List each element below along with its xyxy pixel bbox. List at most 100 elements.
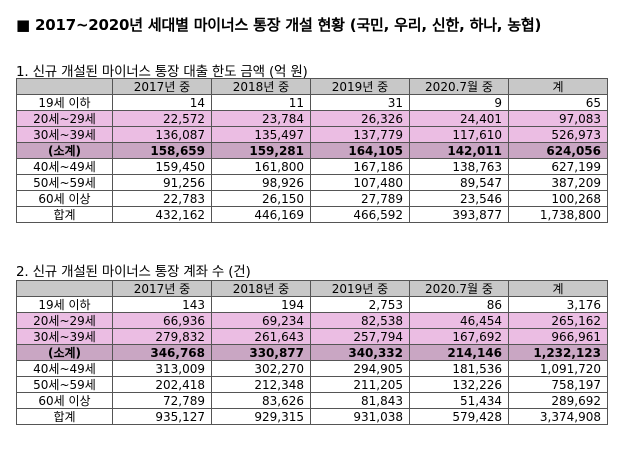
table-cell: 26,150 [211, 190, 311, 207]
table-cell: 340,332 [310, 344, 410, 361]
table-row: 40세~49세 313,009 302,270 294,905 181,536 1,091… [16, 360, 608, 377]
table-cell: 758,197 [508, 376, 608, 393]
table-header-row: 2017년 중 2018년 중 2019년 중 2020.7월 중 계 [16, 280, 608, 297]
table-cell: 22,783 [112, 190, 212, 207]
table-cell: 1,232,123 [508, 344, 608, 361]
row-label: 40세~49세 [16, 360, 113, 377]
table-row: 50세~59세 202,418 212,348 211,205 132,226 758,1… [16, 376, 608, 393]
table-cell: 330,877 [211, 344, 311, 361]
table-cell: 89,547 [409, 174, 509, 191]
column-header-2018: 2018년 중 [211, 78, 311, 95]
table-cell: 935,127 [112, 408, 212, 425]
table-cell: 91,256 [112, 174, 212, 191]
table-row: (소계) 346,768 330,877 340,332 214,146 1,232,12… [16, 344, 608, 361]
column-header-2019: 2019년 중 [310, 280, 410, 297]
table-cell: 158,659 [112, 142, 212, 159]
table-cell: 257,794 [310, 328, 410, 345]
table-cell: 100,268 [508, 190, 608, 207]
document-title: ■ 2017~2020년 세대별 마이너스 통장 개설 현황 (국민, 우리, … [16, 16, 542, 34]
row-label: 40세~49세 [16, 158, 113, 175]
table-row: 19세 이하 14 11 31 9 65 [16, 94, 608, 111]
table-cell: 181,536 [409, 360, 509, 377]
table-cell: 966,961 [508, 328, 608, 345]
row-label: 50세~59세 [16, 174, 113, 191]
table-row: 20세~29세 66,936 69,234 82,538 46,454 265,162 [16, 312, 608, 329]
row-label: 30세~39세 [16, 328, 113, 345]
table-cell: 211,205 [310, 376, 410, 393]
row-label: (소계) [16, 344, 113, 361]
column-header-total: 계 [508, 78, 608, 95]
table-cell: 202,418 [112, 376, 212, 393]
table-cell: 929,315 [211, 408, 311, 425]
table-cell: 22,572 [112, 110, 212, 127]
table-cell: 214,146 [409, 344, 509, 361]
table-cell: 159,281 [211, 142, 311, 159]
section-2-heading: 2. 신규 개설된 마이너스 통장 계좌 수 (건) [16, 264, 251, 280]
table-cell: 1,738,800 [508, 206, 608, 223]
table-cell: 31 [310, 94, 410, 111]
table-body: 19세 이하 143 194 2,753 86 3,176 20세~29세 66,936 69,… [16, 296, 608, 425]
table-cell: 117,610 [409, 126, 509, 143]
table-row: 20세~29세 22,572 23,784 26,326 24,401 97,083 [16, 110, 608, 127]
table-cell: 261,643 [211, 328, 311, 345]
table-cell: 159,450 [112, 158, 212, 175]
column-header-2019: 2019년 중 [310, 78, 410, 95]
table-cell: 279,832 [112, 328, 212, 345]
table-cell: 167,692 [409, 328, 509, 345]
table-cell: 289,692 [508, 392, 608, 409]
row-label: (소계) [16, 142, 113, 159]
table-cell: 432,162 [112, 206, 212, 223]
table-cell: 265,162 [508, 312, 608, 329]
table-cell: 66,936 [112, 312, 212, 329]
table-row: 19세 이하 143 194 2,753 86 3,176 [16, 296, 608, 313]
section-1-heading: 1. 신규 개설된 마이너스 통장 대출 한도 금액 (억 원) [16, 64, 308, 80]
table-cell: 46,454 [409, 312, 509, 329]
table-cell: 65 [508, 94, 608, 111]
table-cell: 107,480 [310, 174, 410, 191]
column-header-2020: 2020.7월 중 [409, 78, 509, 95]
table-cell: 23,784 [211, 110, 311, 127]
table-cell: 393,877 [409, 206, 509, 223]
table-row: 60세 이상 72,789 83,626 81,843 51,434 289,692 [16, 392, 608, 409]
row-label: 합계 [16, 408, 113, 425]
table-cell: 69,234 [211, 312, 311, 329]
table-cell: 26,326 [310, 110, 410, 127]
table-cell: 51,434 [409, 392, 509, 409]
table-cell: 14 [112, 94, 212, 111]
column-header-2017: 2017년 중 [112, 280, 212, 297]
table-cell: 24,401 [409, 110, 509, 127]
table-row: 50세~59세 91,256 98,926 107,480 89,547 387,209 [16, 174, 608, 191]
table-cell: 624,056 [508, 142, 608, 159]
table-cell: 212,348 [211, 376, 311, 393]
table-row: 40세~49세 159,450 161,800 167,186 138,763 627,1… [16, 158, 608, 175]
table-cell: 387,209 [508, 174, 608, 191]
table-cell: 135,497 [211, 126, 311, 143]
table-cell: 137,779 [310, 126, 410, 143]
table-cell: 27,789 [310, 190, 410, 207]
table-cell: 142,011 [409, 142, 509, 159]
table-cell: 302,270 [211, 360, 311, 377]
table-row: 합계 935,127 929,315 931,038 579,428 3,374,908 [16, 408, 608, 425]
loan-limit-table: 2017년 중 2018년 중 2019년 중 2020.7월 중 계 19세 … [16, 78, 608, 223]
table-cell: 143 [112, 296, 212, 313]
table-cell: 72,789 [112, 392, 212, 409]
table-cell: 346,768 [112, 344, 212, 361]
table-cell: 2,753 [310, 296, 410, 313]
table-cell: 627,199 [508, 158, 608, 175]
account-count-table: 2017년 중 2018년 중 2019년 중 2020.7월 중 계 19세 … [16, 280, 608, 425]
column-header-age [16, 78, 113, 95]
table-cell: 294,905 [310, 360, 410, 377]
table-body: 19세 이하 14 11 31 9 65 20세~29세 22,572 23,784 26,326… [16, 94, 608, 223]
table-cell: 194 [211, 296, 311, 313]
column-header-age [16, 280, 113, 297]
table-row: 30세~39세 136,087 135,497 137,779 117,610 526,9… [16, 126, 608, 143]
table-cell: 83,626 [211, 392, 311, 409]
table-cell: 86 [409, 296, 509, 313]
row-label: 19세 이하 [16, 94, 113, 111]
column-header-2017: 2017년 중 [112, 78, 212, 95]
row-label: 30세~39세 [16, 126, 113, 143]
row-label: 60세 이상 [16, 392, 113, 409]
table-cell: 1,091,720 [508, 360, 608, 377]
row-label: 50세~59세 [16, 376, 113, 393]
row-label: 20세~29세 [16, 312, 113, 329]
